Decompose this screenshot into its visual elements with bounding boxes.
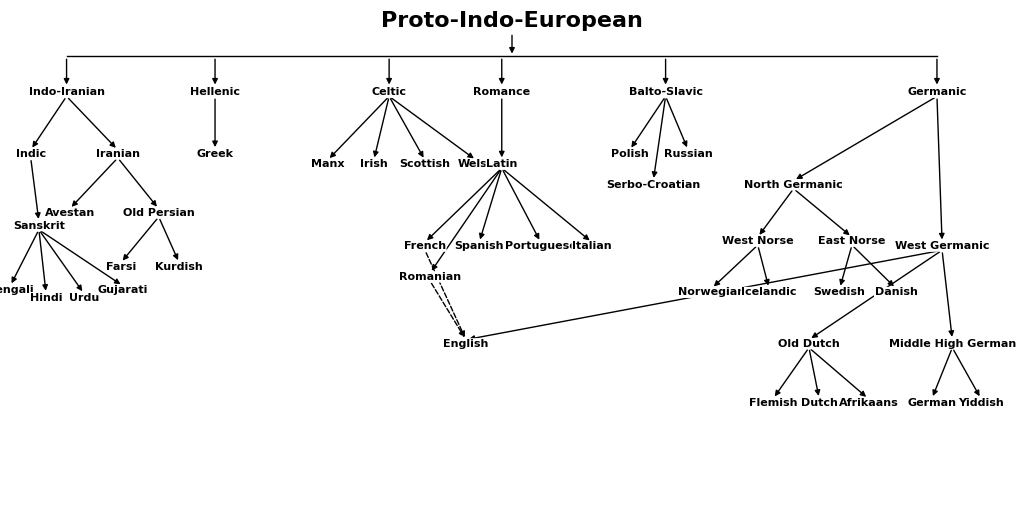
Text: Urdu: Urdu [69,292,99,303]
Text: Indo-Iranian: Indo-Iranian [29,87,104,97]
Text: Celtic: Celtic [372,87,407,97]
Text: Hindi: Hindi [30,292,62,303]
Text: Romance: Romance [473,87,530,97]
Text: Avestan: Avestan [44,208,95,218]
Text: Middle High German: Middle High German [889,339,1016,349]
Text: Polish: Polish [611,149,648,159]
Text: Flemish: Flemish [749,398,798,408]
Text: Indic: Indic [15,149,46,159]
Text: Farsi: Farsi [105,262,136,272]
Text: Afrikaans: Afrikaans [839,398,898,408]
Text: Icelandic: Icelandic [741,287,797,298]
Text: Spanish: Spanish [455,241,504,251]
Text: Swedish: Swedish [814,287,865,298]
Text: Manx: Manx [311,159,344,169]
Text: North Germanic: North Germanic [744,180,843,190]
Text: Serbo-Croatian: Serbo-Croatian [606,180,700,190]
Text: Latin: Latin [486,159,517,169]
Text: Scottish: Scottish [399,159,451,169]
Text: Balto-Slavic: Balto-Slavic [629,87,702,97]
Text: Italian: Italian [572,241,611,251]
Text: West Norse: West Norse [722,236,794,246]
Text: German: German [907,398,956,408]
Text: West Germanic: West Germanic [895,241,989,251]
Text: Germanic: Germanic [907,87,967,97]
Text: Russian: Russian [664,149,713,159]
Text: Welsh: Welsh [458,159,495,169]
Text: Sanskrit: Sanskrit [13,221,65,231]
Text: Gujarati: Gujarati [97,285,148,295]
Text: Danish: Danish [874,287,918,298]
Text: Yiddish: Yiddish [958,398,1004,408]
Text: Irish: Irish [359,159,388,169]
Text: Old Persian: Old Persian [123,208,195,218]
Text: Old Dutch: Old Dutch [778,339,840,349]
Text: Kurdish: Kurdish [156,262,203,272]
Text: East Norse: East Norse [818,236,886,246]
Text: Bengali: Bengali [0,285,34,295]
Text: French: French [403,241,446,251]
Text: Portuguese: Portuguese [505,241,577,251]
Text: Dutch: Dutch [801,398,838,408]
Text: Iranian: Iranian [96,149,139,159]
Text: Proto-Indo-European: Proto-Indo-European [381,11,643,30]
Text: English: English [443,339,488,349]
Text: Norwegian: Norwegian [678,287,745,298]
Text: Romanian: Romanian [399,272,461,282]
Text: Greek: Greek [197,149,233,159]
Text: Hellenic: Hellenic [190,87,240,97]
